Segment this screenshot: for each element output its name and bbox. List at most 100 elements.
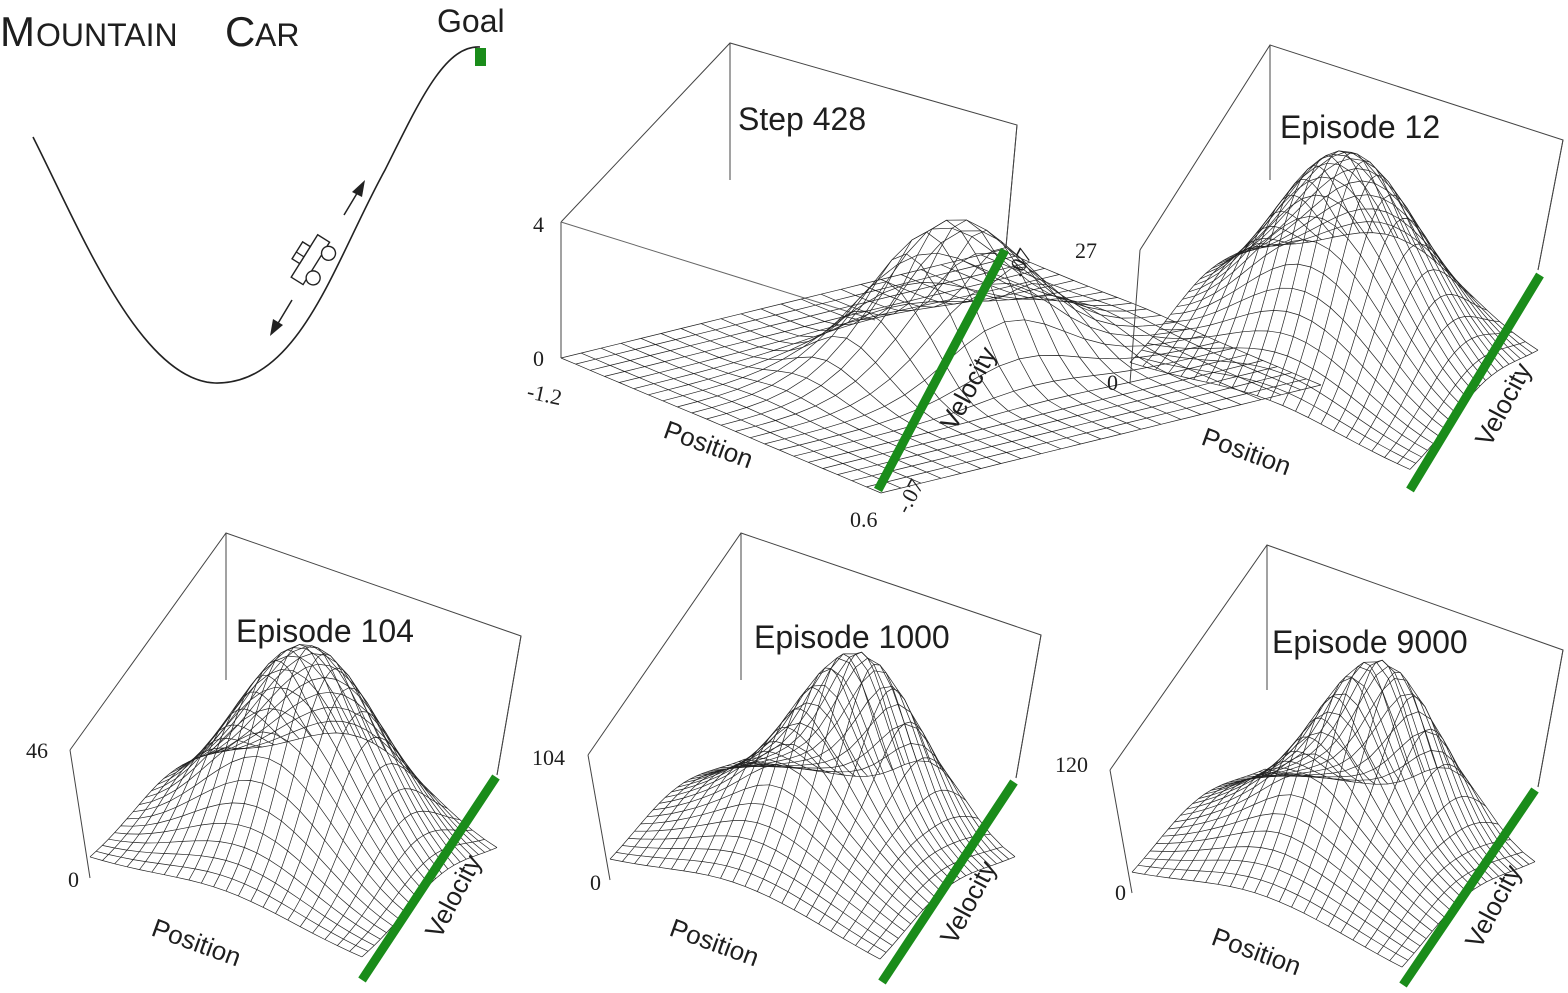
mesh-line [1320,218,1450,425]
mesh-line [139,724,275,870]
mesh-line [1156,772,1290,877]
title-word-ar: AR [255,17,299,53]
mesh-line [779,341,1220,451]
y-axis-label: Velocity [419,850,488,943]
z-min-label: 0 [1107,370,1118,395]
mesh-line [1358,294,1488,445]
mesh-line [658,762,795,868]
mesh-line [1186,731,1457,905]
mesh-line [980,254,1302,391]
mesh-line [960,259,1282,396]
mesh-line [744,667,881,887]
mesh-line [213,644,349,887]
goal-label: Goal [437,3,505,39]
mesh-line [793,347,1234,457]
mesh-line [1218,179,1348,386]
mesh-line [275,711,411,914]
mesh-line [604,268,1045,377]
z-min-label: 0 [533,346,544,371]
mesh-line [250,667,387,902]
mesh-line [662,282,1103,402]
mesh-line [732,686,868,883]
mesh-line [1231,165,1361,389]
mesh-line [640,802,911,925]
mesh-line [337,829,473,946]
mesh-line [1205,154,1486,381]
mesh-line [1240,693,1512,872]
mesh-line [1246,208,1527,357]
mesh-line [1217,750,1352,885]
panel-episode-1000: Episode 1000 104 0 Position Velocity [532,532,1042,985]
mesh-line [822,360,1263,469]
mesh-line [1162,813,1433,932]
panel-title: Episode 1000 [754,619,950,655]
z-max-label: 120 [1055,752,1088,777]
title-letter-m: M [0,8,35,55]
mesh-line [312,788,448,934]
panel-title: Episode 12 [1280,109,1440,145]
mesh-line [102,748,238,861]
mesh-line [287,737,424,921]
velocity-max-label: .07 [1002,244,1037,280]
mesh-line [764,319,1205,445]
velocity-min-label: -.07 [890,475,928,517]
mesh-line [720,708,856,879]
mesh-line [1206,194,1335,383]
mesh-line [633,280,1074,390]
mesh-line [560,249,1002,359]
mesh-line [806,721,942,917]
mesh-line [851,372,1292,482]
panel-title: Episode 9000 [1272,624,1468,660]
mesh-line [1198,693,1469,894]
mesh-line [176,674,312,878]
mesh-line [1340,764,1474,934]
mesh-line [1144,857,1415,954]
mesh-line [769,651,905,898]
mesh-line [726,703,997,865]
mesh-line [1180,226,1310,377]
mesh-line [600,347,922,484]
mesh-line [648,285,1089,396]
mesh-line [575,255,1016,365]
mesh-line [238,653,374,897]
z-max-label: 104 [532,745,565,770]
y-axis-label: Velocity [934,856,1003,949]
mesh-line [706,219,1147,420]
goal-flag-icon [475,48,486,66]
mesh-line [194,663,467,860]
mesh-line [324,810,460,940]
mesh-line [225,645,362,892]
mesh-line [842,815,979,939]
mesh-line [1256,150,1386,396]
page-title: M OUNTAIN C AR [0,8,299,55]
mesh-line [1242,717,1376,890]
panel-episode-104: Episode 104 46 0 Position Velocity [26,532,522,983]
z-max-label: 46 [26,738,48,763]
mesh-line [1397,341,1526,464]
goal-strip [874,247,1009,493]
mesh-line [1170,263,1451,422]
mesh-line [1131,768,1266,873]
mesh-line [1205,760,1339,883]
mesh-line [1377,839,1511,955]
mesh-line [740,281,1062,450]
mesh-line [1315,695,1450,920]
mesh-line [750,283,1191,439]
mesh-line [866,378,1307,488]
mesh-line [1180,772,1315,880]
mesh-line [1222,158,1504,368]
mesh-line [609,758,746,860]
mesh-line [114,747,250,865]
mesh-line [1229,736,1364,887]
goal-strip [878,779,1018,985]
mesh-line [646,784,918,918]
z-min-label: 0 [68,867,79,892]
mesh-line [163,691,300,875]
panel-episode-9000: Episode 9000 120 0 Position Velocity [1055,544,1564,988]
mesh-line [1307,194,1437,418]
position-max-label: 0.6 [850,507,878,532]
mesh-line [1269,152,1399,401]
x-axis-label: Position [1198,421,1295,481]
z-max-label: 27 [1075,238,1097,263]
